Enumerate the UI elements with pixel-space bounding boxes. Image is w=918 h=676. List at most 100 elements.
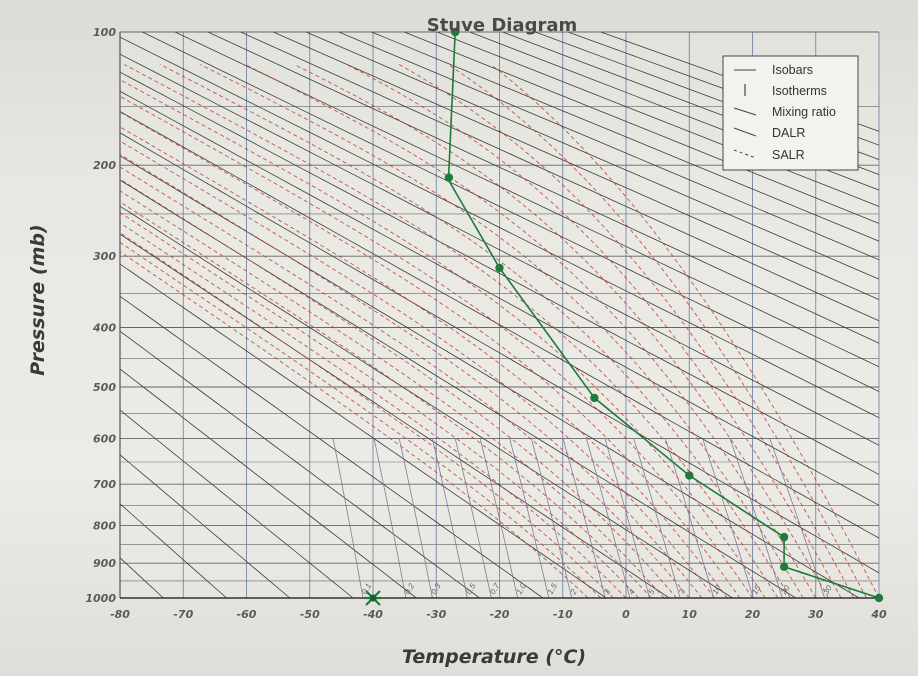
mixing-ratio-line bbox=[479, 438, 519, 598]
y-tick-label: 900 bbox=[93, 557, 116, 570]
y-tick-label: 800 bbox=[93, 520, 116, 533]
salr-line bbox=[120, 111, 741, 598]
dalr-line bbox=[240, 32, 879, 322]
dalr-line bbox=[120, 503, 227, 598]
star-point-center bbox=[369, 594, 377, 602]
mixing-ratio-line bbox=[586, 438, 631, 598]
dalr-line bbox=[404, 32, 879, 224]
salr-line bbox=[120, 153, 703, 598]
mixing-ratio-label: 4 bbox=[627, 587, 637, 596]
dalr-line bbox=[305, 32, 879, 280]
dalr-line bbox=[120, 454, 291, 598]
sounding-point bbox=[495, 263, 504, 273]
dalr-line bbox=[120, 330, 480, 598]
sounding-point bbox=[685, 471, 694, 480]
x-tick-label: -30 bbox=[426, 608, 446, 621]
dalr-line bbox=[174, 32, 879, 368]
y-tick-label: 500 bbox=[93, 381, 116, 394]
y-tick-label: 400 bbox=[92, 322, 116, 335]
sounding-point bbox=[451, 27, 460, 37]
dalr-line bbox=[371, 32, 879, 242]
mixing-ratio-label: 3 bbox=[602, 587, 612, 596]
dalr-line bbox=[120, 409, 354, 598]
mixing-ratio-line bbox=[702, 438, 754, 598]
y-tick-label: 600 bbox=[93, 433, 116, 446]
dalr-line bbox=[142, 32, 879, 393]
dalr-line bbox=[120, 368, 417, 598]
mixing-ratio-line bbox=[769, 438, 825, 598]
x-tick-label: 30 bbox=[808, 608, 824, 621]
salr-line bbox=[120, 178, 677, 598]
legend-swatch-dalr bbox=[733, 127, 757, 137]
mixing-ratio-line bbox=[604, 438, 650, 598]
mixing-ratio-line bbox=[432, 438, 468, 598]
mixing-ratio-label: 5 bbox=[646, 587, 656, 596]
mixing-ratio-line bbox=[454, 438, 492, 598]
salr-line bbox=[120, 95, 753, 598]
chart-title: Stuve Diagram bbox=[427, 15, 578, 36]
sounding-point bbox=[444, 173, 454, 182]
salr-line bbox=[159, 64, 791, 598]
mixing-ratio-line bbox=[398, 438, 433, 598]
salr-line bbox=[447, 64, 867, 598]
x-tick-label: -10 bbox=[553, 608, 573, 621]
legend-label-mixing-ratio: Mixing ratio bbox=[772, 105, 836, 119]
sounding-layer bbox=[365, 27, 884, 606]
x-tick-label: 0 bbox=[622, 608, 630, 621]
dalr-line bbox=[120, 132, 879, 574]
mixing-ratio-label: 2 bbox=[568, 587, 579, 597]
mixing-ratio-line bbox=[509, 438, 550, 598]
salr-line bbox=[120, 241, 602, 598]
x-axis-label: Temperature (°C) bbox=[402, 646, 586, 668]
sounding-point bbox=[779, 532, 789, 542]
dalr-line bbox=[120, 53, 879, 446]
x-tick-label: -80 bbox=[110, 608, 130, 621]
x-tick-label: -60 bbox=[237, 608, 257, 621]
x-tick-labels: -80 -70 -60 -50 -40 -30 -20 -10 0 10 20 30 40 bbox=[110, 608, 887, 621]
grid-lines bbox=[0, 31, 880, 599]
salr-line bbox=[120, 166, 690, 598]
y-tick-label: 200 bbox=[93, 159, 116, 172]
mixing-ratio-line bbox=[332, 438, 364, 598]
dalr-line bbox=[120, 36, 879, 419]
y-tick-label: 100 bbox=[93, 26, 116, 39]
mixing-ratio-line bbox=[531, 438, 573, 598]
salr-line bbox=[244, 64, 817, 598]
legend: Isobars Isotherms Mixing ratio DALR SALR bbox=[722, 55, 859, 171]
x-tick-label: -40 bbox=[363, 608, 383, 621]
x-tick-label: 40 bbox=[870, 608, 887, 621]
salr-line bbox=[398, 64, 855, 598]
mixing-ratio-line bbox=[373, 438, 407, 598]
mixing-ratio-line bbox=[665, 438, 714, 598]
legend-box bbox=[722, 55, 859, 171]
dalr-line bbox=[120, 179, 797, 598]
mixing-ratio-line bbox=[562, 438, 606, 598]
salr-line bbox=[293, 64, 829, 598]
salr-line bbox=[490, 64, 879, 598]
sloping-lines bbox=[0, 32, 879, 598]
y-tick-label: 700 bbox=[93, 478, 116, 491]
mixing-ratio-label: 7 bbox=[677, 587, 687, 596]
dalr-line bbox=[120, 205, 733, 598]
dalr-line bbox=[120, 71, 879, 475]
y-tick-label: 300 bbox=[93, 250, 116, 263]
salr-line bbox=[120, 222, 627, 598]
salr-line bbox=[120, 201, 652, 598]
mixing-ratio-line bbox=[729, 438, 783, 598]
salr-line bbox=[120, 212, 639, 598]
mixing-ratio-line bbox=[633, 438, 681, 598]
dalr-line bbox=[0, 32, 100, 598]
x-tick-label: 10 bbox=[682, 608, 698, 621]
dalr-line bbox=[120, 155, 860, 598]
x-tick-label: 20 bbox=[745, 608, 761, 621]
sounding-point bbox=[874, 593, 884, 603]
legend-label-isobars: Isobars bbox=[772, 63, 813, 77]
salr-line bbox=[120, 79, 766, 598]
dalr-line bbox=[120, 233, 670, 598]
legend-label-salr: SALR bbox=[772, 148, 805, 162]
salr-line bbox=[120, 190, 665, 598]
salr-line bbox=[120, 126, 728, 598]
legend-label-dalr: DALR bbox=[772, 126, 805, 140]
dalr-line bbox=[207, 32, 879, 344]
